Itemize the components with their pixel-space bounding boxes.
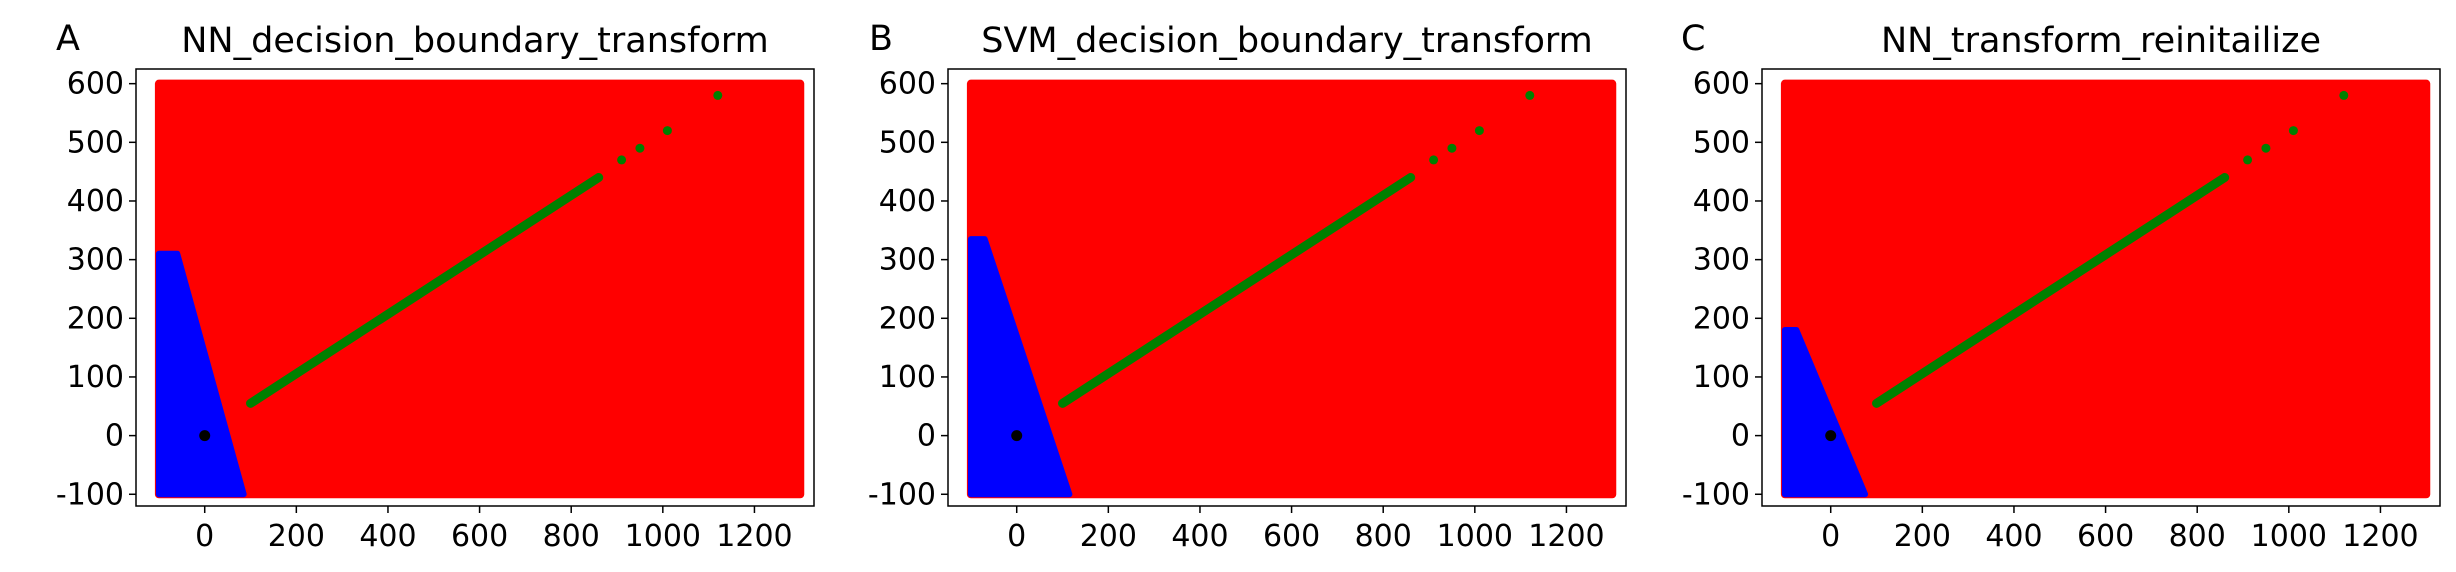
- red-class-region: [154, 79, 805, 499]
- green-point: [1447, 143, 1457, 153]
- y-tick-label: -100: [56, 477, 124, 512]
- y-tick-label: 400: [67, 184, 124, 219]
- x-tick-label: 1200: [2342, 519, 2418, 554]
- y-tick-label: 600: [1693, 67, 1750, 102]
- x-tick-label: 200: [268, 519, 325, 554]
- y-tick-label: 100: [879, 360, 936, 395]
- y-tick-label: 0: [1731, 419, 1750, 454]
- y-tick-label: 300: [1693, 243, 1750, 278]
- x-tick-label: 1000: [2251, 519, 2327, 554]
- y-tick-label: -100: [1682, 477, 1750, 512]
- green-point: [1525, 90, 1535, 100]
- panel-letter: A: [56, 19, 80, 59]
- green-point: [635, 143, 645, 153]
- x-tick-label: 1200: [1528, 519, 1604, 554]
- x-tick-label: 800: [543, 519, 600, 554]
- x-tick-label: 400: [1985, 519, 2042, 554]
- x-tick-label: 1000: [1437, 519, 1513, 554]
- origin-point: [199, 430, 211, 442]
- x-tick-label: 800: [1355, 519, 1412, 554]
- green-point: [1429, 155, 1439, 165]
- green-point: [2339, 90, 2349, 100]
- axes-frame: [947, 68, 1627, 507]
- y-tick-label: 200: [879, 301, 936, 336]
- panel-A: 0 200 400 600 800 1000 1200 -100 0 100 200 300 400 50…: [56, 19, 815, 554]
- x-tick-label: 200: [1080, 519, 1137, 554]
- red-class-region: [1780, 79, 2431, 499]
- x-tick-label: 800: [2169, 519, 2226, 554]
- x-tick-label: 400: [1171, 519, 1228, 554]
- y-tick-label: 500: [1693, 125, 1750, 160]
- plot-area: [1780, 79, 2431, 499]
- y-tick-label: 500: [67, 125, 124, 160]
- x-tick-label: 200: [1894, 519, 1951, 554]
- x-tick-label: 0: [1007, 519, 1026, 554]
- x-tick-label: 1200: [716, 519, 792, 554]
- green-line-series: [1058, 173, 1416, 408]
- y-tick-label: -100: [868, 477, 936, 512]
- axes-frame: [1761, 68, 2441, 507]
- y-tick-label: 300: [67, 243, 124, 278]
- x-tick-label: 600: [1263, 519, 1320, 554]
- panel-letter: B: [869, 19, 893, 59]
- y-tick-label: 0: [105, 419, 124, 454]
- chart-title: SVM_decision_boundary_transform: [981, 21, 1592, 61]
- x-tick-label: 600: [451, 519, 508, 554]
- plot-area: [966, 79, 1617, 499]
- y-tick-label: 200: [1693, 301, 1750, 336]
- blue-class-region: [1781, 327, 1869, 498]
- green-point: [617, 155, 627, 165]
- y-tick-label: 200: [67, 301, 124, 336]
- y-tick-label: 100: [1693, 360, 1750, 395]
- origin-point: [1825, 430, 1837, 442]
- green-point: [1474, 126, 1484, 136]
- x-tick-label: 1000: [625, 519, 701, 554]
- green-line-series: [246, 173, 604, 408]
- axes-frame: [135, 68, 815, 507]
- x-tick-label: 600: [2077, 519, 2134, 554]
- blue-class-region: [967, 236, 1073, 498]
- y-tick-label: 600: [67, 67, 124, 102]
- green-point: [713, 90, 723, 100]
- chart-title: NN_decision_boundary_transform: [181, 21, 768, 61]
- plot-area: [154, 79, 805, 499]
- y-tick-label: 400: [879, 184, 936, 219]
- green-point: [2243, 155, 2253, 165]
- origin-point: [1011, 430, 1023, 442]
- y-tick-label: 500: [879, 125, 936, 160]
- x-tick-label: 0: [195, 519, 214, 554]
- y-tick-label: 600: [879, 67, 936, 102]
- y-tick-label: 300: [879, 243, 936, 278]
- y-tick-label: 100: [67, 360, 124, 395]
- red-class-region: [966, 79, 1617, 499]
- x-tick-label: 0: [1821, 519, 1840, 554]
- panel-B: 0 200 400 600 800 1000 1200 -100 0 100 200 300 400 50…: [868, 19, 1627, 554]
- green-point: [662, 126, 672, 136]
- panel-letter: C: [1681, 19, 1705, 59]
- y-tick-label: 400: [1693, 184, 1750, 219]
- green-point: [2261, 143, 2271, 153]
- panel-C: 0 200 400 600 800 1000 1200 -100 0 100 200 300 400 50…: [1681, 19, 2441, 554]
- y-tick-label: 0: [917, 419, 936, 454]
- chart-title: NN_transform_reinitailize: [1881, 21, 2321, 61]
- green-point: [2288, 126, 2298, 136]
- x-tick-label: 400: [359, 519, 416, 554]
- blue-class-region: [155, 250, 247, 498]
- green-line-series: [1872, 173, 2230, 408]
